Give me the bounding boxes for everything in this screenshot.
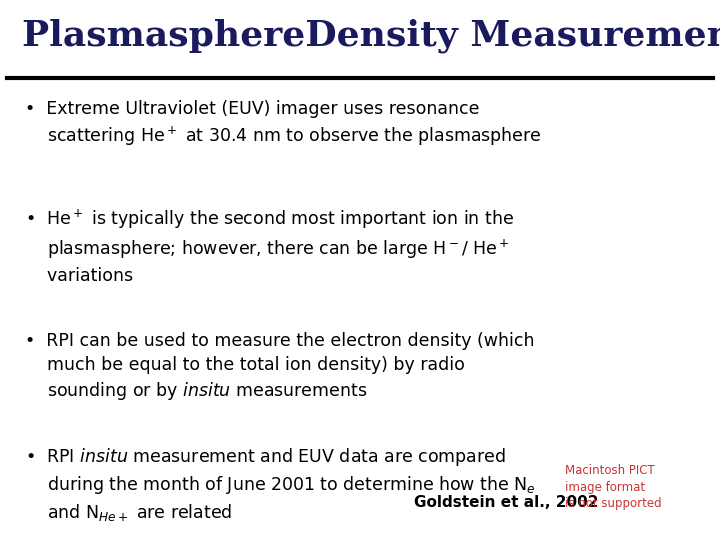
Text: Macintosh PICT
image format
is not supported: Macintosh PICT image format is not suppo…: [565, 464, 662, 510]
Text: PlasmasphereDensity Measurements: PlasmasphereDensity Measurements: [22, 19, 720, 53]
Text: •  He$^+$ is typically the second most important ion in the
    plasmasphere; ho: • He$^+$ is typically the second most im…: [25, 208, 514, 285]
Text: Goldstein et al., 2002: Goldstein et al., 2002: [414, 495, 598, 510]
Text: •  RPI $\it{insitu}$ measurement and EUV data are compared
    during the month : • RPI $\it{insitu}$ measurement and EUV …: [25, 446, 536, 523]
Text: •  RPI can be used to measure the electron density (which
    much be equal to t: • RPI can be used to measure the electro…: [25, 332, 535, 402]
Text: •  Extreme Ultraviolet (EUV) imager uses resonance
    scattering He$^+$ at 30.4: • Extreme Ultraviolet (EUV) imager uses …: [25, 100, 542, 148]
